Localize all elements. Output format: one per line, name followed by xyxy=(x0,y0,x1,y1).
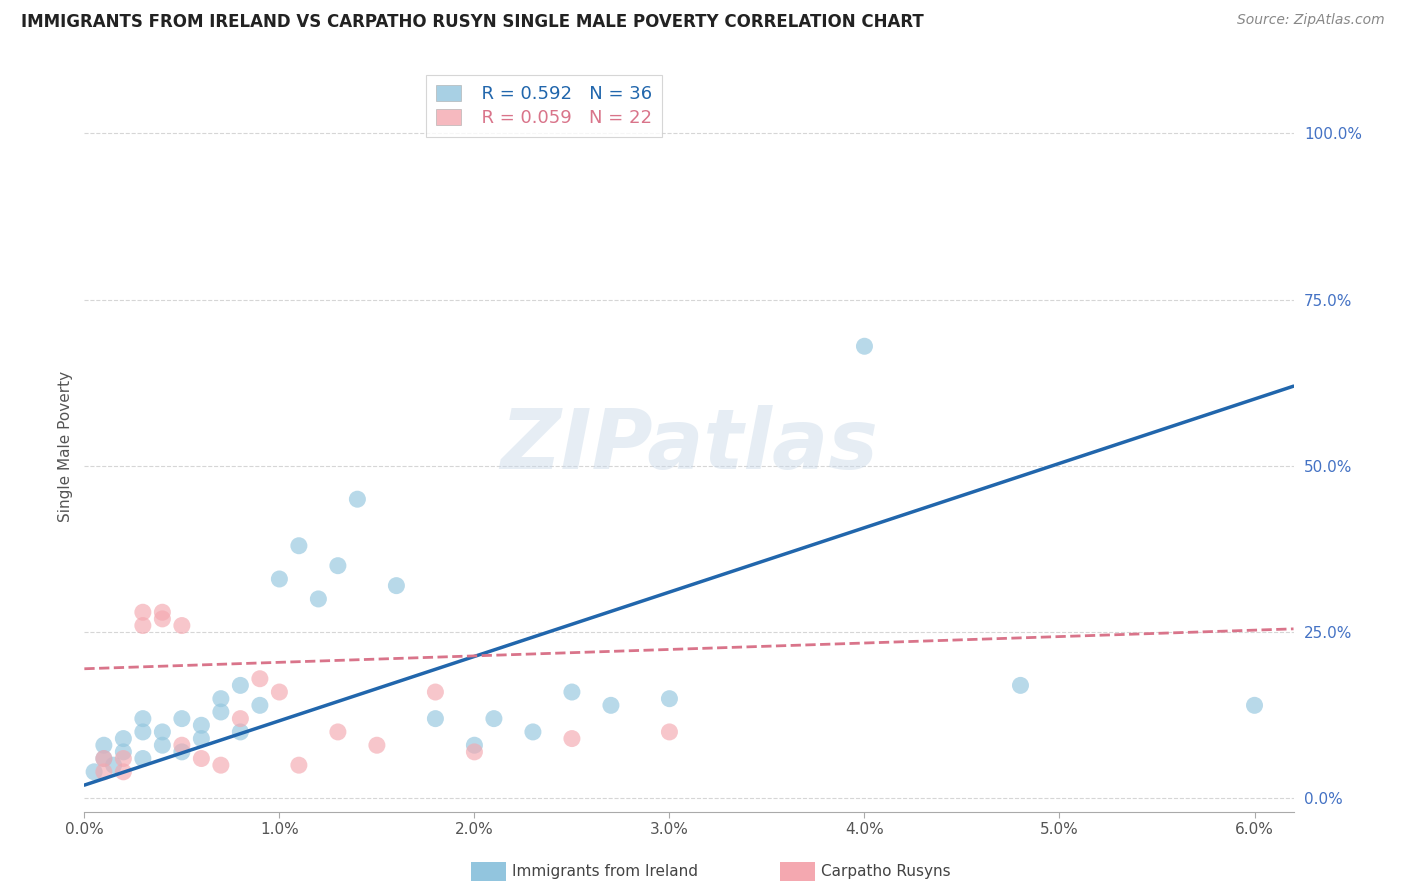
Point xyxy=(658,691,681,706)
Point xyxy=(307,591,329,606)
Point xyxy=(170,745,193,759)
Point xyxy=(93,738,115,752)
Point xyxy=(1010,678,1032,692)
Y-axis label: Single Male Poverty: Single Male Poverty xyxy=(58,370,73,522)
Point xyxy=(249,698,271,713)
Point xyxy=(229,712,252,726)
Point xyxy=(190,718,212,732)
Point xyxy=(132,605,155,619)
Point xyxy=(346,492,368,507)
Point xyxy=(463,745,485,759)
Point xyxy=(249,672,271,686)
Point xyxy=(288,758,311,772)
Point xyxy=(463,738,485,752)
Point xyxy=(93,764,115,779)
Point xyxy=(112,751,135,765)
Point xyxy=(170,738,193,752)
Point xyxy=(190,731,212,746)
Text: Carpatho Rusyns: Carpatho Rusyns xyxy=(821,864,950,879)
Point xyxy=(600,698,623,713)
Point xyxy=(1243,698,1265,713)
Point xyxy=(132,618,155,632)
Point xyxy=(229,678,252,692)
Point xyxy=(112,745,135,759)
Point xyxy=(229,725,252,739)
Point xyxy=(150,738,173,752)
Point xyxy=(170,618,193,632)
Point xyxy=(170,712,193,726)
Point xyxy=(853,339,876,353)
Point xyxy=(326,558,349,573)
Point xyxy=(150,612,173,626)
Point xyxy=(83,764,105,779)
Text: ZIPatlas: ZIPatlas xyxy=(501,406,877,486)
Point xyxy=(150,725,173,739)
Point xyxy=(482,712,505,726)
Point xyxy=(112,764,135,779)
Point xyxy=(112,731,135,746)
Point xyxy=(150,605,173,619)
Point xyxy=(132,751,155,765)
Point xyxy=(288,539,311,553)
Legend:   R = 0.592   N = 36,   R = 0.059   N = 22: R = 0.592 N = 36, R = 0.059 N = 22 xyxy=(426,75,662,137)
Point xyxy=(425,685,447,699)
Point xyxy=(269,572,291,586)
Point xyxy=(132,712,155,726)
Point xyxy=(385,579,408,593)
Point xyxy=(269,685,291,699)
Point xyxy=(190,751,212,765)
Point xyxy=(658,725,681,739)
Point xyxy=(209,705,232,719)
Point xyxy=(425,712,447,726)
Point xyxy=(93,751,115,765)
Point xyxy=(209,691,232,706)
Text: IMMIGRANTS FROM IRELAND VS CARPATHO RUSYN SINGLE MALE POVERTY CORRELATION CHART: IMMIGRANTS FROM IRELAND VS CARPATHO RUSY… xyxy=(21,13,924,31)
Point xyxy=(93,751,115,765)
Point xyxy=(522,725,544,739)
Text: Immigrants from Ireland: Immigrants from Ireland xyxy=(512,864,697,879)
Point xyxy=(561,731,583,746)
Point xyxy=(561,685,583,699)
Text: Source: ZipAtlas.com: Source: ZipAtlas.com xyxy=(1237,13,1385,28)
Point xyxy=(366,738,388,752)
Point xyxy=(132,725,155,739)
Point xyxy=(326,725,349,739)
Point xyxy=(209,758,232,772)
Point xyxy=(103,758,125,772)
